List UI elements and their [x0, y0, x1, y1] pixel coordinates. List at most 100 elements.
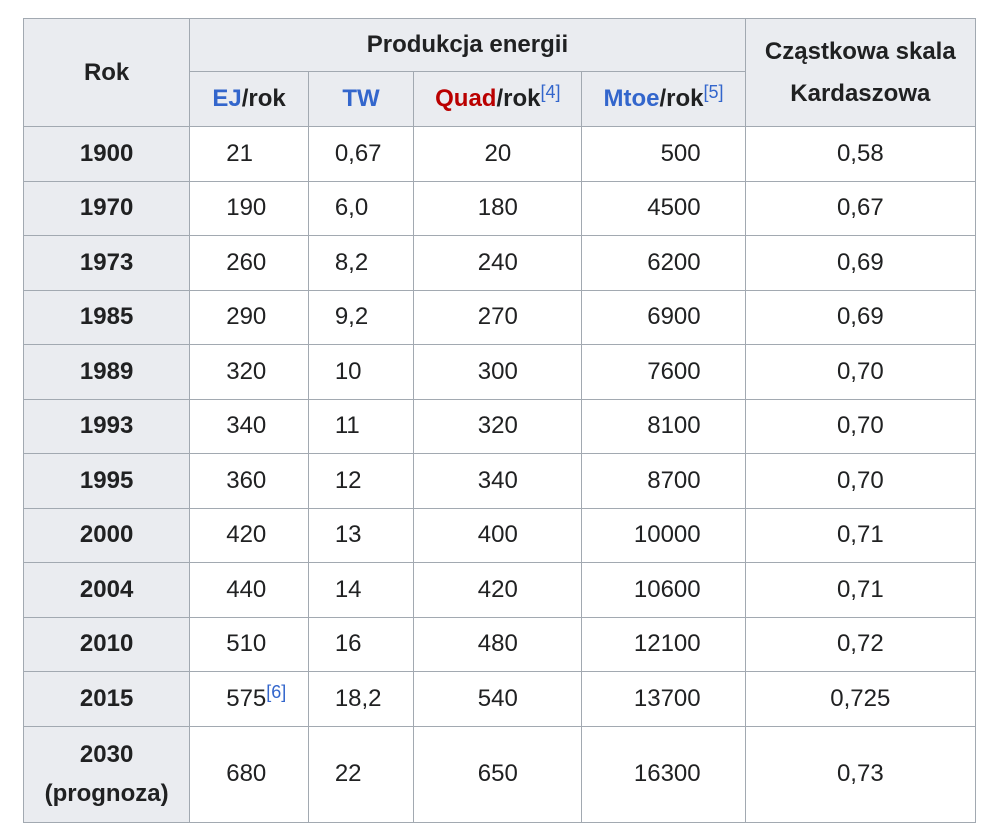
row-year: 1970	[22, 180, 191, 236]
cell-ej: 440	[189, 562, 309, 618]
cell-quad: 420	[413, 562, 583, 618]
tw-link[interactable]: TW	[342, 85, 380, 112]
cell-kardaszow-value: 0,70	[836, 357, 884, 385]
cell-ej: 190	[189, 180, 309, 236]
reference-4-link[interactable]: [4]	[540, 81, 561, 102]
cell-kardaszow-value: 0,67	[836, 194, 884, 222]
cell-tw-value: 11	[334, 412, 360, 440]
cell-kardaszow: 0,73	[744, 725, 977, 823]
cell-kardaszow: 0,69	[744, 235, 977, 291]
cell-mtoe: 6200	[581, 235, 746, 291]
header-produkcja-energii: Produkcja energii	[189, 18, 746, 72]
cell-mtoe-value: 4500	[647, 194, 701, 222]
cell-kardaszow-value: 0,58	[836, 139, 884, 167]
cell-kardaszow: 0,69	[744, 289, 977, 345]
cell-ej-value: 340	[226, 412, 267, 440]
cell-kardaszow: 0,72	[744, 616, 977, 672]
cell-ej-value: 510	[226, 630, 267, 658]
row-year: 1973	[22, 235, 191, 291]
cell-kardaszow: 0,725	[744, 671, 977, 727]
reference-6-link[interactable]: [6]	[266, 681, 287, 702]
cell-tw: 22	[307, 725, 415, 823]
cell-kardaszow-value: 0,72	[836, 630, 884, 658]
cell-ej: 680	[189, 725, 309, 823]
reference-5-link[interactable]: [5]	[703, 81, 724, 102]
cell-kardaszow: 0,58	[744, 126, 977, 182]
cell-tw-value: 0,67	[334, 139, 382, 167]
cell-mtoe: 4500	[581, 180, 746, 236]
cell-ej: 21	[189, 126, 309, 182]
cell-tw-value: 13	[334, 521, 362, 549]
cell-ej-value: 420	[226, 521, 267, 549]
cell-ej: 360	[189, 453, 309, 509]
quad-unit-suffix: /rok	[496, 85, 541, 112]
table-row: 2000 420 13 400 10000 0,71	[22, 507, 977, 563]
cell-quad-value: 480	[477, 630, 518, 658]
table-row: 2015 575[6] 18,2 540 13700 0,725	[22, 671, 977, 727]
row-year: 2030 (prognoza)	[22, 725, 191, 823]
cell-mtoe: 16300	[581, 725, 746, 823]
cell-quad-value: 20	[484, 139, 512, 167]
row-year: 1993	[22, 398, 191, 454]
mtoe-link[interactable]: Mtoe	[603, 85, 660, 112]
cell-tw-value: 10	[334, 357, 362, 385]
cell-ej: 420	[189, 507, 309, 563]
cell-mtoe-value: 500	[660, 139, 701, 167]
cell-tw: 12	[307, 453, 415, 509]
cell-kardaszow: 0,70	[744, 398, 977, 454]
cell-kardaszow-value: 0,725	[830, 684, 891, 712]
cell-mtoe-value: 8100	[647, 412, 701, 440]
cell-tw: 9,2	[307, 289, 415, 345]
cell-tw-value: 16	[334, 630, 362, 658]
cell-quad: 300	[413, 344, 583, 400]
cell-ej-value: 440	[226, 575, 267, 603]
cell-kardaszow-value: 0,69	[836, 303, 884, 331]
cell-tw: 13	[307, 507, 415, 563]
cell-tw-value: 8,2	[334, 248, 369, 276]
table-row: 2010 510 16 480 12100 0,72	[22, 616, 977, 672]
cell-mtoe: 10000	[581, 507, 746, 563]
cell-ej: 290	[189, 289, 309, 345]
cell-tw: 11	[307, 398, 415, 454]
cell-tw-value: 9,2	[334, 303, 369, 331]
table-row: 1900 21 0,67 20 500 0,58	[22, 126, 977, 182]
cell-kardaszow-value: 0,69	[836, 248, 884, 276]
cell-quad: 20	[413, 126, 583, 182]
cell-quad: 540	[413, 671, 583, 727]
cell-tw-value: 6,0	[334, 194, 369, 222]
cell-kardaszow: 0,67	[744, 180, 977, 236]
cell-kardaszow: 0,71	[744, 507, 977, 563]
cell-quad: 400	[413, 507, 583, 563]
cell-ej-value: 360	[226, 466, 267, 494]
cell-kardaszow: 0,70	[744, 344, 977, 400]
cell-quad: 340	[413, 453, 583, 509]
cell-mtoe: 6900	[581, 289, 746, 345]
cell-quad: 180	[413, 180, 583, 236]
cell-tw: 8,2	[307, 235, 415, 291]
row-year-value: 2030	[79, 741, 134, 768]
cell-ej: 340	[189, 398, 309, 454]
cell-ej-value: 190	[226, 194, 267, 222]
cell-ej-value: 290	[226, 303, 267, 331]
cell-mtoe: 13700	[581, 671, 746, 727]
cell-quad-value: 420	[477, 575, 518, 603]
row-year: 1995	[22, 453, 191, 509]
cell-quad: 240	[413, 235, 583, 291]
cell-quad: 480	[413, 616, 583, 672]
table-row: 2004 440 14 420 10600 0,71	[22, 562, 977, 618]
table-row: 1973 260 8,2 240 6200 0,69	[22, 235, 977, 291]
cell-tw: 0,67	[307, 126, 415, 182]
quad-link[interactable]: Quad	[435, 85, 497, 112]
row-year: 2010	[22, 616, 191, 672]
cell-kardaszow: 0,71	[744, 562, 977, 618]
table-row: 1989 320 10 300 7600 0,70	[22, 344, 977, 400]
header-unit-quad: Quad/rok[4]	[413, 71, 583, 127]
cell-quad: 650	[413, 725, 583, 823]
row-year: 2015	[22, 671, 191, 727]
cell-mtoe-value: 7600	[647, 357, 701, 385]
cell-ej-value: 575	[226, 684, 267, 712]
ej-link[interactable]: EJ	[212, 85, 242, 112]
cell-mtoe-value: 6900	[647, 303, 701, 331]
table-row-forecast: 2030 (prognoza) 680 22 650 16300 0,73	[22, 725, 977, 823]
cell-mtoe-value: 8700	[647, 466, 701, 494]
